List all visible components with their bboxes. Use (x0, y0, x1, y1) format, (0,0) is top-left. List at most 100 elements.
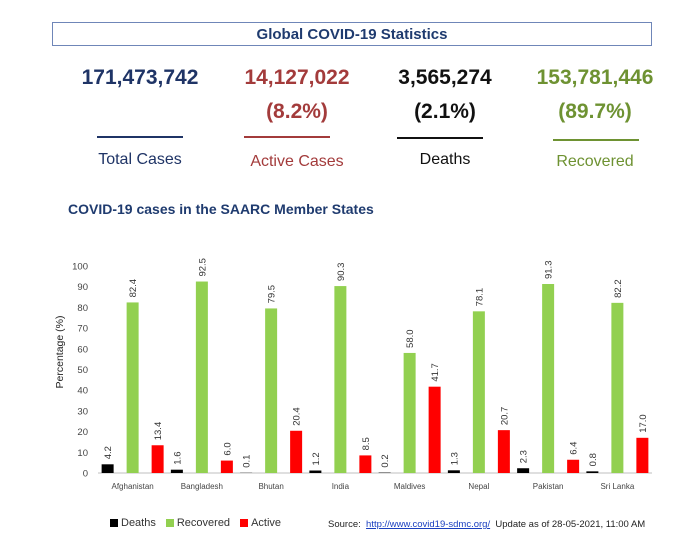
y-tick-label: 70 (77, 324, 88, 335)
recovered-percent: (89.7%) (558, 100, 632, 123)
y-tick-label: 40 (77, 386, 88, 397)
source-link[interactable]: http://www.covid19-sdmc.org/ (366, 519, 491, 530)
legend: Deaths Recovered Active (110, 517, 281, 529)
deaths-label: Deaths (419, 151, 471, 168)
y-tick-label: 50 (77, 365, 88, 376)
x-tick-label: Pakistan (533, 482, 564, 491)
data-label-recovered: 82.4 (128, 279, 139, 298)
active-cases-stat: 14,127,022 (8.2%) (222, 66, 372, 124)
data-label-recovered: 58.0 (405, 329, 416, 348)
legend-item-recovered: Recovered (165, 517, 231, 529)
bar-active (497, 430, 510, 473)
data-label-recovered: 78.1 (474, 288, 485, 307)
x-tick-label: Afghanistan (111, 482, 153, 491)
x-tick-label: Sri Lanka (600, 482, 634, 491)
deaths-rule (397, 137, 483, 139)
y-axis-label: Percentage (%) (54, 316, 66, 389)
data-label-recovered: 92.5 (197, 258, 208, 277)
active-cases-value: 14,127,022 (244, 66, 350, 89)
data-label-active: 13.4 (153, 422, 164, 441)
active-cases-label: Active Cases (250, 153, 344, 170)
y-tick-label: 0 (83, 469, 88, 480)
data-label-recovered: 82.2 (613, 279, 624, 298)
data-label-deaths: 0.8 (588, 453, 599, 466)
deaths-stat: 3,565,274 (2.1%) (375, 66, 515, 124)
bar-deaths (101, 464, 114, 473)
data-label-deaths: 4.2 (103, 446, 114, 459)
data-label-active: 41.7 (430, 363, 441, 382)
deaths-value: 3,565,274 (398, 66, 492, 89)
data-label-deaths: 0.2 (380, 454, 391, 467)
bar-deaths (170, 469, 183, 473)
bar-active (359, 455, 372, 473)
data-label-deaths: 2.3 (519, 450, 530, 463)
data-label-deaths: 1.3 (449, 452, 460, 465)
y-tick-label: 10 (77, 448, 88, 459)
recovered-value: 153,781,446 (536, 66, 654, 89)
update-note: Update as of 28-05-2021, 11:00 AM (495, 519, 646, 530)
bar-recovered (542, 284, 555, 473)
bar-deaths (517, 468, 530, 473)
source-note: Source: http://www.covid19-sdmc.org/ Upd… (328, 519, 645, 530)
y-tick-label: 80 (77, 303, 88, 314)
legend-swatch-deaths (110, 519, 118, 527)
y-tick-label: 90 (77, 282, 88, 293)
x-tick-label: Nepal (468, 482, 489, 491)
bar-active (290, 430, 303, 473)
bar-recovered (195, 281, 208, 473)
total-cases-value: 171,473,742 (81, 66, 199, 89)
legend-item-deaths: Deaths (110, 517, 156, 529)
page-title: Global COVID-19 Statistics (52, 22, 652, 46)
chart-title: COVID-19 cases in the SAARC Member State… (68, 201, 374, 217)
y-tick-label: 100 (72, 262, 88, 273)
bar-recovered (472, 311, 485, 473)
data-label-recovered: 79.5 (267, 285, 278, 304)
deaths-percent: (2.1%) (414, 100, 476, 123)
bar-active (151, 445, 164, 473)
active-cases-rule (244, 136, 330, 138)
bar-deaths (586, 471, 599, 473)
y-tick-label: 60 (77, 344, 88, 355)
y-tick-label: 30 (77, 406, 88, 417)
x-tick-label: India (332, 482, 350, 491)
total-cases-stat: 171,473,742 (60, 66, 220, 90)
bar-recovered (611, 302, 624, 473)
data-label-active: 20.7 (499, 407, 510, 426)
data-label-active: 20.4 (292, 407, 303, 426)
recovered-rule (553, 139, 639, 141)
bar-recovered (334, 286, 347, 473)
bar-deaths (447, 470, 460, 473)
x-tick-label: Bangladesh (181, 482, 223, 491)
data-label-recovered: 91.3 (544, 261, 555, 280)
bar-active (428, 386, 441, 473)
data-label-active: 6.4 (569, 442, 580, 455)
legend-item-active: Active (240, 517, 281, 529)
y-tick-label: 20 (77, 427, 88, 438)
bar-deaths (309, 470, 322, 473)
legend-label-recovered: Recovered (176, 517, 231, 529)
recovered-stat: 153,781,446 (89.7%) (515, 66, 675, 124)
data-label-deaths: 1.2 (311, 452, 322, 465)
data-label-active: 6.0 (222, 442, 233, 455)
recovered-label: Recovered (556, 153, 634, 170)
bar-recovered (265, 308, 278, 473)
legend-swatch-active (240, 519, 249, 527)
data-label-deaths: 1.6 (172, 451, 183, 464)
legend-label-deaths: Deaths (121, 517, 156, 529)
total-cases-rule (97, 136, 183, 138)
active-cases-percent: (8.2%) (266, 100, 328, 123)
bar-recovered (126, 302, 139, 473)
data-label-deaths: 0.1 (242, 455, 253, 468)
total-cases-label: Total Cases (98, 151, 182, 168)
bar-recovered (403, 352, 416, 473)
bar-active (567, 459, 580, 473)
data-label-active: 8.5 (361, 437, 372, 450)
data-label-recovered: 90.3 (336, 263, 347, 282)
x-tick-label: Maldives (394, 482, 426, 491)
legend-label-active: Active (251, 517, 282, 529)
x-tick-label: Bhutan (258, 482, 283, 491)
legend-swatch-recovered (165, 519, 174, 527)
data-label-active: 17.0 (638, 414, 649, 433)
source-prefix: Source: (328, 519, 361, 530)
